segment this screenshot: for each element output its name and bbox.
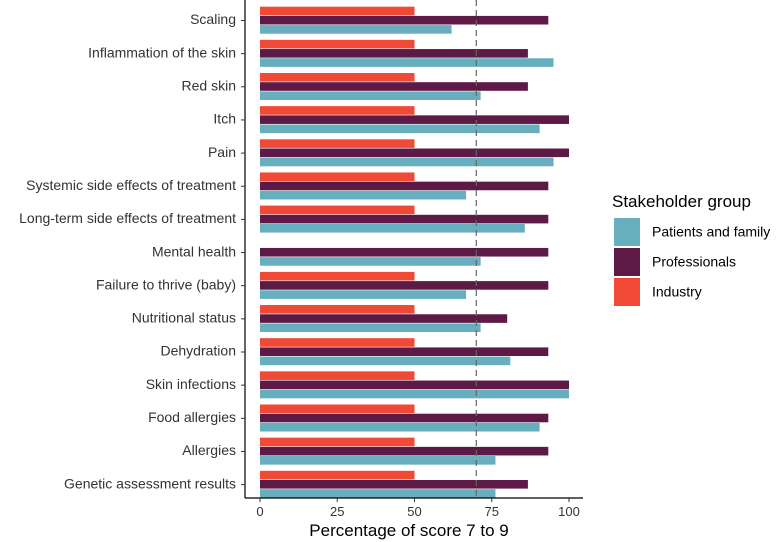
category-label: Itch	[213, 111, 236, 127]
bar-professionals	[260, 49, 528, 58]
bar-industry	[260, 404, 415, 414]
bar-industry	[260, 371, 415, 380]
bar-professionals	[260, 347, 549, 356]
x-tick-label: 25	[330, 504, 344, 519]
bar-industry	[260, 271, 415, 281]
x-axis-title: Percentage of score 7 to 9	[309, 521, 508, 540]
bar-industry	[260, 106, 415, 115]
bar-industry	[260, 305, 415, 314]
bar-industry	[260, 470, 415, 480]
bar-patients-and-family	[260, 257, 481, 266]
bar-patients-and-family	[260, 91, 481, 100]
category-label: Nutritional status	[132, 310, 236, 326]
bar-industry	[260, 338, 415, 347]
category-label: Genetic assessment results	[64, 475, 236, 491]
category-label: Systemic side effects of treatment	[26, 177, 236, 193]
bar-patients-and-family	[260, 356, 511, 366]
category-label: Pain	[208, 144, 236, 160]
bar-professionals	[260, 115, 569, 124]
bar-patients-and-family	[260, 224, 525, 233]
bar-patients-and-family	[260, 323, 481, 333]
category-label: Dehydration	[161, 343, 237, 359]
category-label: Skin infections	[146, 376, 236, 392]
bar-professionals	[260, 446, 549, 456]
bar-patients-and-family	[260, 489, 496, 498]
legend-label: Industry	[652, 284, 702, 300]
bar-patients-and-family	[260, 157, 554, 167]
bar-professionals	[260, 413, 549, 423]
category-label: Allergies	[182, 442, 236, 458]
bar-professionals	[260, 214, 549, 224]
bar-patients-and-family	[260, 422, 540, 432]
category-label: Red skin	[182, 78, 236, 94]
legend-label: Patients and family	[652, 224, 770, 240]
legend-key-professionals	[614, 248, 640, 276]
bar-patients-and-family	[260, 290, 467, 299]
bars	[260, 6, 569, 498]
x-tick-label: 100	[558, 504, 580, 519]
legend-key-industry	[614, 278, 640, 306]
bar-professionals	[260, 148, 569, 158]
bar-industry	[260, 437, 415, 447]
legend-title: Stakeholder group	[612, 192, 751, 211]
bar-professionals	[260, 480, 528, 489]
bar-professionals	[260, 15, 549, 25]
legend: Stakeholder group Patients and family Pro…	[612, 192, 770, 306]
bar-professionals	[260, 181, 549, 191]
bar-industry	[260, 6, 415, 16]
x-tick-label: 50	[407, 504, 421, 519]
x-tick-label: 75	[485, 504, 499, 519]
legend-label: Professionals	[652, 254, 736, 270]
bar-industry	[260, 205, 415, 215]
category-label: Mental health	[152, 243, 236, 259]
bar-patients-and-family	[260, 124, 540, 134]
bar-patients-and-family	[260, 190, 467, 200]
bar-professionals	[260, 314, 508, 323]
bar-patients-and-family	[260, 456, 496, 465]
category-label: Food allergies	[148, 409, 236, 425]
bar-industry	[260, 172, 415, 182]
bar-industry	[260, 39, 415, 49]
bar-professionals	[260, 82, 528, 91]
legend-key-patients-and-family	[614, 218, 640, 246]
x-ticks: 0 25 50 75 100	[256, 498, 580, 519]
bar-patients-and-family	[260, 25, 452, 34]
category-label: Long-term side effects of treatment	[19, 210, 236, 226]
bar-industry	[260, 73, 415, 82]
x-tick-label: 0	[256, 504, 263, 519]
bar-industry	[260, 139, 415, 148]
bar-patients-and-family	[260, 389, 569, 399]
bar-professionals	[260, 247, 549, 257]
bar-professionals	[260, 380, 569, 390]
category-label: Failure to thrive (baby)	[96, 276, 236, 292]
bar-professionals	[260, 281, 549, 290]
category-labels: Scaling Inflammation of the skin Red skin I…	[19, 11, 236, 491]
category-label: Scaling	[190, 11, 236, 27]
category-label: Inflammation of the skin	[88, 44, 236, 60]
bar-patients-and-family	[260, 58, 554, 67]
